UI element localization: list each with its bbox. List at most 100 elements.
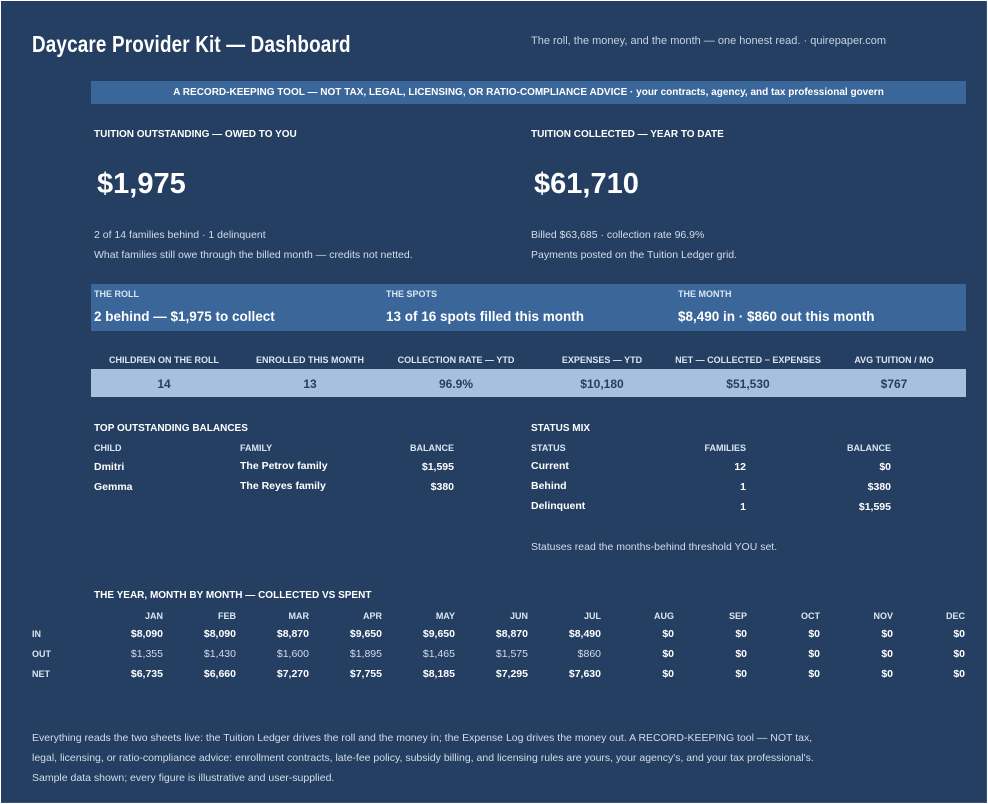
kpi-avg-tuition-label: AVG TUITION / MO: [854, 355, 934, 365]
year-cell: $1,575: [495, 648, 528, 660]
page-tagline: The roll, the money, and the month — one…: [531, 35, 887, 47]
kpi-net-label: NET — COLLECTED − EXPENSES: [675, 355, 821, 365]
year-cell: $0: [662, 648, 674, 660]
year-row-label: IN: [32, 629, 41, 639]
status-row-balance: $0: [879, 461, 891, 473]
kpi-enrolled-label: ENROLLED THIS MONTH: [256, 355, 364, 365]
month-header: AUG: [654, 611, 674, 621]
status-row-families: 1: [740, 501, 746, 513]
year-cell: $8,090: [130, 628, 163, 640]
kpi-avg-tuition-value: $767: [880, 377, 908, 391]
year-cell: $9,650: [349, 628, 382, 640]
status-row-families: 12: [734, 461, 746, 473]
year-cell: $8,870: [495, 628, 528, 640]
month-header: OCT: [801, 611, 820, 621]
collected-summary: Billed $63,685 · collection rate 96.9%: [531, 229, 705, 241]
outstanding-summary: 2 of 14 families behind · 1 delinquent: [94, 229, 266, 241]
collected-value: $61,710: [534, 168, 639, 200]
month-header: DEC: [945, 611, 965, 621]
strip-roll-value: 2 behind — $1,975 to collect: [94, 309, 275, 324]
balances-row-family: The Petrov family: [240, 460, 328, 472]
status-col-balance: BALANCE: [847, 443, 891, 453]
balances-row-balance: $1,595: [421, 461, 454, 473]
month-header: FEB: [218, 611, 236, 621]
month-header: MAY: [435, 611, 455, 621]
year-cell: $0: [953, 668, 965, 680]
strip-month-label: THE MONTH: [678, 289, 732, 299]
year-cell: $1,355: [130, 648, 163, 660]
strip-month: THE MONTH $8,490 in · $860 out this mont…: [675, 284, 966, 331]
disclaimer-banner: A RECORD-KEEPING TOOL — NOT TAX, LEGAL, …: [91, 81, 966, 104]
year-cell: $0: [808, 628, 820, 640]
status-col-families: FAMILIES: [704, 443, 746, 453]
kpi-children-value: 14: [157, 377, 171, 391]
status-row-balance: $1,595: [858, 501, 891, 513]
collected-note: Payments posted on the Tuition Ledger gr…: [531, 249, 738, 261]
year-cell: $0: [662, 628, 674, 640]
strip-month-value: $8,490 in · $860 out this month: [678, 309, 875, 324]
year-cell: $1,895: [349, 648, 382, 660]
year-cell: $8,185: [422, 668, 455, 680]
collected-label: TUITION COLLECTED — YEAR TO DATE: [531, 129, 724, 140]
status-mix-note: Statuses read the months-behind threshol…: [531, 541, 778, 553]
year-cell: $0: [735, 628, 747, 640]
year-cell: $0: [808, 648, 820, 660]
status-row-name: Current: [531, 460, 569, 472]
balances-title: TOP OUTSTANDING BALANCES: [94, 423, 248, 434]
status-col-status: STATUS: [531, 443, 566, 453]
strip-spots-value: 13 of 16 spots filled this month: [386, 309, 585, 324]
status-row-name: Behind: [531, 480, 567, 492]
month-header: APR: [362, 611, 382, 621]
balances-row-balance: $380: [430, 481, 454, 493]
kpi-band: [91, 369, 966, 397]
month-header: JAN: [144, 611, 163, 621]
year-cell: $1,600: [276, 648, 309, 660]
month-header: MAR: [288, 611, 310, 621]
year-cell: $0: [953, 648, 965, 660]
balances-col-child: CHILD: [94, 443, 122, 453]
strip-spots: THE SPOTS 13 of 16 spots filled this mon…: [383, 284, 675, 331]
year-cell: $6,660: [203, 668, 236, 680]
balances-row-child: Dmitri: [94, 461, 125, 473]
balances-col-family: FAMILY: [240, 443, 273, 453]
year-cell: $8,490: [568, 628, 601, 640]
status-row-families: 1: [740, 481, 746, 493]
year-cell: $0: [808, 668, 820, 680]
strip-spots-label: THE SPOTS: [386, 289, 438, 299]
year-cell: $7,295: [495, 668, 528, 680]
outstanding-label: TUITION OUTSTANDING — OWED TO YOU: [94, 129, 297, 140]
year-cell: $0: [735, 648, 747, 660]
year-row-label: OUT: [32, 649, 51, 659]
year-cell: $1,430: [203, 648, 236, 660]
year-cell: $1,465: [422, 648, 455, 660]
status-mix-title: STATUS MIX: [531, 423, 591, 434]
year-row-label: NET: [32, 669, 50, 679]
month-header: JUL: [583, 611, 601, 621]
year-cell: $8,090: [203, 628, 236, 640]
year-cell: $860: [577, 648, 601, 660]
year-cell: $0: [662, 668, 674, 680]
year-cell: $0: [953, 628, 965, 640]
year-cell: $8,870: [276, 628, 309, 640]
strip-roll: THE ROLL 2 behind — $1,975 to collect: [91, 284, 383, 331]
year-cell: $0: [881, 648, 893, 660]
year-cell: $7,270: [276, 668, 309, 680]
outstanding-note: What families still owe through the bill…: [94, 249, 413, 261]
kpi-enrolled-value: 13: [303, 377, 317, 391]
kpi-children-label: CHILDREN ON THE ROLL: [109, 355, 219, 365]
month-header: SEP: [728, 611, 747, 621]
year-cell: $7,630: [568, 668, 601, 680]
strip-roll-label: THE ROLL: [94, 289, 139, 299]
kpi-expenses-value: $10,180: [580, 377, 624, 391]
balances-row-child: Gemma: [94, 481, 133, 493]
year-cell: $0: [735, 668, 747, 680]
outstanding-value: $1,975: [97, 168, 186, 200]
month-header: JUN: [509, 611, 528, 621]
year-cell: $9,650: [422, 628, 455, 640]
year-title: THE YEAR, MONTH BY MONTH — COLLECTED VS …: [94, 590, 372, 601]
kpi-collection-rate-value: 96.9%: [438, 377, 474, 391]
year-cell: $7,755: [349, 668, 382, 680]
kpi-collection-rate-label: COLLECTION RATE — YTD: [397, 355, 515, 365]
balances-row-family: The Reyes family: [240, 480, 326, 492]
